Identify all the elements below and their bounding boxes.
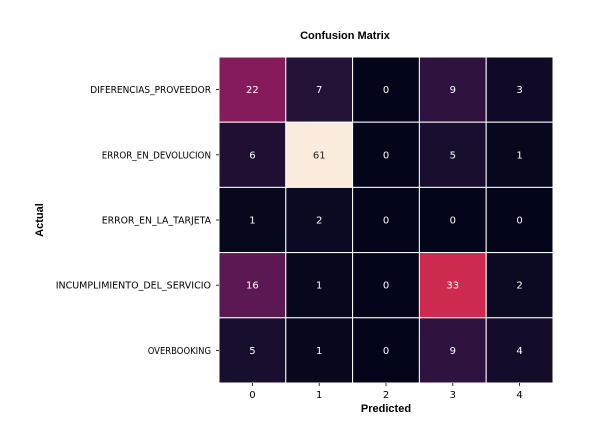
cell-value-label: 0 — [383, 216, 389, 227]
cell-value-label: 33 — [446, 281, 459, 292]
cell-value-label: 2 — [516, 281, 522, 292]
y-tick-label: ERROR_EN_LA_TARJETA — [102, 216, 211, 227]
cell-value-label: 9 — [450, 85, 456, 96]
cell-value-label: 0 — [383, 85, 389, 96]
cell-value-label: 1 — [316, 281, 322, 292]
heatmap-cell — [218, 317, 287, 384]
y-tick-label: INCUMPLIMIENTO_DEL_SERVICIO — [56, 281, 211, 292]
heatmap-cell — [485, 186, 554, 254]
heatmap-cell — [218, 56, 287, 123]
y-tick-label: OVERBOOKING — [148, 346, 211, 357]
x-tick-labels: 0 1 2 3 4 — [249, 383, 523, 401]
heatmap-cell — [418, 186, 487, 254]
y-tick-label: ERROR_EN_DEVOLUCION — [102, 150, 211, 161]
cell-value-label: 0 — [383, 346, 389, 357]
heatmap-cell — [352, 121, 420, 188]
cell-value-label: 4 — [516, 346, 522, 357]
x-tick-label: 4 — [516, 390, 522, 401]
heatmap-cells: 22 7 0 9 3 6 61 0 5 1 1 2 0 0 0 16 1 0 33 2 5 1 0 9 4 — [218, 56, 554, 384]
x-axis-label: Predicted — [361, 403, 411, 415]
x-tick-label: 3 — [450, 390, 456, 401]
cell-value-label: 3 — [516, 85, 522, 96]
x-tick-label: 2 — [383, 390, 389, 401]
heatmap-cell — [485, 317, 554, 384]
heatmap-cell — [352, 252, 420, 319]
cell-value-label: 0 — [516, 216, 522, 227]
x-tick-label: 0 — [249, 390, 255, 401]
heatmap-cell — [352, 56, 420, 123]
cell-value-label: 9 — [450, 346, 456, 357]
cell-value-label: 6 — [249, 150, 255, 161]
cell-value-label: 5 — [450, 150, 456, 161]
y-tick-label: DIFERENCIAS_PROVEEDOR — [90, 85, 211, 96]
heatmap-cell — [418, 56, 487, 123]
cell-value-label: 16 — [246, 281, 259, 292]
heatmap-cell — [285, 56, 354, 123]
heatmap-cell — [285, 252, 354, 319]
cell-value-label: 1 — [516, 150, 522, 161]
chart-title: Confusion Matrix — [300, 30, 391, 42]
cell-value-label: 0 — [383, 281, 389, 292]
heatmap-cell — [285, 186, 354, 254]
x-tick-label: 1 — [316, 390, 322, 401]
heatmap-cell — [352, 317, 420, 384]
cell-value-label: 7 — [316, 85, 322, 96]
cell-value-label: 22 — [246, 85, 259, 96]
cell-value-label: 1 — [316, 346, 322, 357]
cell-value-label: 5 — [249, 346, 255, 357]
y-tick-labels: DIFERENCIAS_PROVEEDOR ERROR_EN_DEVOLUCION… — [56, 85, 219, 357]
cell-value-label: 0 — [383, 150, 389, 161]
heatmap-cell — [418, 252, 487, 319]
heatmap-cell — [485, 121, 554, 188]
cell-value-label: 1 — [249, 216, 255, 227]
heatmap-cell — [285, 317, 354, 384]
cell-value-label: 2 — [316, 216, 322, 227]
cell-value-label: 0 — [450, 216, 456, 227]
heatmap-cell — [485, 252, 554, 319]
cell-value-label: 61 — [313, 150, 326, 161]
y-axis-label: Actual — [34, 203, 46, 237]
